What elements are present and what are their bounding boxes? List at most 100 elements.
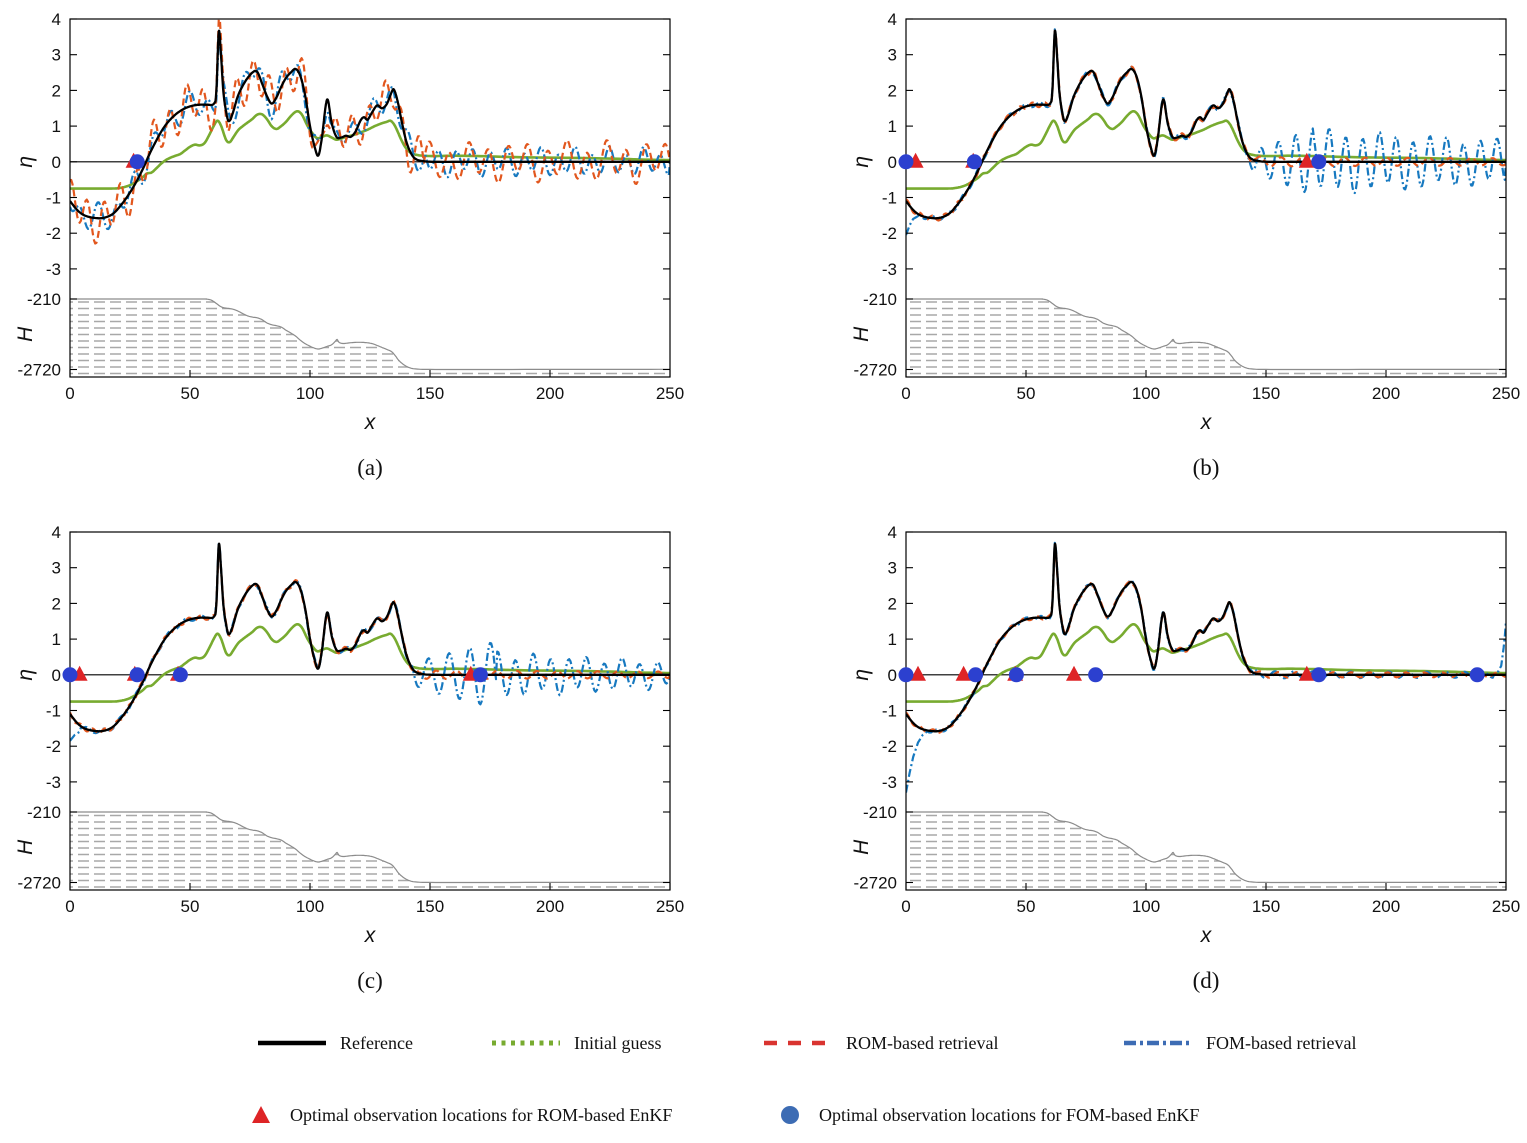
bathymetry-fill-a bbox=[70, 299, 670, 377]
rom-retrieval-line-c bbox=[70, 545, 670, 735]
tick-label: -2720 bbox=[854, 874, 897, 893]
tick-label: 0 bbox=[888, 666, 897, 685]
tick-label: 0 bbox=[65, 897, 74, 916]
initial-guess-line-b bbox=[906, 110, 1506, 190]
rom-retrieval-line-a bbox=[70, 19, 670, 245]
panel-caption-a: (a) bbox=[357, 455, 383, 480]
tick-label: 3 bbox=[888, 559, 897, 578]
tick-label: 250 bbox=[1492, 897, 1520, 916]
tick-label: 2 bbox=[52, 81, 61, 100]
H-axis-label-b: H bbox=[850, 326, 873, 342]
tick-label: 200 bbox=[536, 897, 564, 916]
fom-observation-marker bbox=[1088, 667, 1104, 683]
reference-line-c bbox=[70, 542, 670, 733]
fom-observation-circle-icon bbox=[781, 1106, 799, 1124]
tick-label: -3 bbox=[46, 773, 61, 792]
tick-label: 4 bbox=[888, 10, 897, 29]
tick-label: 200 bbox=[1372, 384, 1400, 403]
initial-guess-line-a bbox=[70, 110, 670, 190]
rom-observation-marker bbox=[1298, 152, 1315, 168]
tick-label: -2 bbox=[46, 224, 61, 243]
fom-observation-marker bbox=[472, 667, 488, 683]
tick-label: 200 bbox=[536, 384, 564, 403]
tick-label: 1 bbox=[888, 117, 897, 136]
fom-observation-marker bbox=[129, 667, 145, 683]
tick-label: 1 bbox=[52, 630, 61, 649]
initial-guess-line-c bbox=[70, 623, 670, 703]
legend-label-rom-observations: Optimal observation locations for ROM-ba… bbox=[290, 1104, 673, 1125]
tick-label: 0 bbox=[65, 384, 74, 403]
tick-label: -1 bbox=[882, 189, 897, 208]
eta-axis-label-b: η bbox=[850, 156, 873, 168]
tick-label: 3 bbox=[888, 46, 897, 65]
tick-label: 0 bbox=[901, 897, 910, 916]
bathymetry-outline-a bbox=[70, 298, 670, 371]
fom-observation-marker bbox=[898, 154, 914, 170]
fom-observation-marker bbox=[172, 667, 188, 683]
fom-observation-marker bbox=[968, 667, 984, 683]
x-axis-label-b: x bbox=[1200, 411, 1213, 434]
panel-caption-d: (d) bbox=[1192, 968, 1220, 993]
tick-label: -210 bbox=[863, 803, 897, 822]
tick-label: 50 bbox=[181, 384, 200, 403]
tick-label: -210 bbox=[27, 803, 61, 822]
bathymetry-fill-d bbox=[906, 812, 1506, 890]
tick-label: 3 bbox=[52, 46, 61, 65]
legend-label-reference: Reference bbox=[340, 1032, 413, 1053]
legend-label-fom-retrieval: FOM-based retrieval bbox=[1206, 1032, 1357, 1053]
legend-label-initial-guess: Initial guess bbox=[574, 1032, 662, 1053]
fom-observation-marker bbox=[1311, 154, 1327, 170]
legend-item-reference: Reference bbox=[256, 1030, 413, 1056]
tick-label: 4 bbox=[52, 10, 61, 29]
tick-label: -2 bbox=[46, 737, 61, 756]
fom-retrieval-line-b bbox=[906, 28, 1506, 236]
legend-item-rom-retrieval: ROM-based retrieval bbox=[762, 1030, 998, 1056]
eta-axis-label-a: η bbox=[14, 156, 37, 168]
eta-axis-label-d: η bbox=[850, 669, 873, 681]
tick-label: 200 bbox=[1372, 897, 1400, 916]
tick-label: -3 bbox=[882, 773, 897, 792]
legend-label-rom-retrieval: ROM-based retrieval bbox=[846, 1032, 999, 1053]
tick-label: 150 bbox=[1252, 384, 1280, 403]
tick-label: 3 bbox=[52, 559, 61, 578]
tick-label: 4 bbox=[52, 523, 61, 542]
H-axis-label-a: H bbox=[14, 326, 37, 342]
x-axis-label-d: x bbox=[1200, 924, 1213, 947]
rom-retrieval-line-d bbox=[906, 544, 1506, 734]
fom-observation-marker bbox=[129, 154, 145, 170]
tick-label: 100 bbox=[1132, 897, 1160, 916]
tick-label: 0 bbox=[52, 153, 61, 172]
tick-label: 2 bbox=[888, 81, 897, 100]
rom-line-swatch bbox=[764, 1040, 832, 1046]
fom-observation-marker bbox=[1008, 667, 1024, 683]
tick-label: 2 bbox=[888, 594, 897, 613]
fom-retrieval-line-a bbox=[70, 35, 670, 231]
rom-observation-marker bbox=[1066, 665, 1082, 681]
reference-line-a bbox=[70, 29, 670, 220]
x-axis-label-c: x bbox=[364, 924, 377, 947]
tick-label: 4 bbox=[888, 523, 897, 542]
reference-line-swatch bbox=[258, 1040, 326, 1046]
panel-caption-b: (b) bbox=[1192, 455, 1220, 480]
tick-label: -3 bbox=[46, 260, 61, 279]
tick-label: -2720 bbox=[854, 361, 897, 380]
eta-axis-label-c: η bbox=[14, 669, 37, 681]
H-axis-label-d: H bbox=[850, 839, 873, 855]
tick-label: -2720 bbox=[18, 361, 61, 380]
legend-item-fom-observations: Optimal observation locations for FOM-ba… bbox=[773, 1102, 1199, 1128]
rom-retrieval-line-b bbox=[906, 29, 1506, 222]
tick-label: 150 bbox=[416, 897, 444, 916]
bathymetry-outline-b bbox=[906, 298, 1506, 371]
tick-label: 150 bbox=[1252, 897, 1280, 916]
tick-label: 100 bbox=[296, 384, 324, 403]
tick-label: 250 bbox=[1492, 384, 1520, 403]
tick-label: -1 bbox=[46, 189, 61, 208]
bathymetry-outline-c bbox=[70, 811, 670, 884]
initial-guess-line-swatch bbox=[492, 1040, 560, 1046]
